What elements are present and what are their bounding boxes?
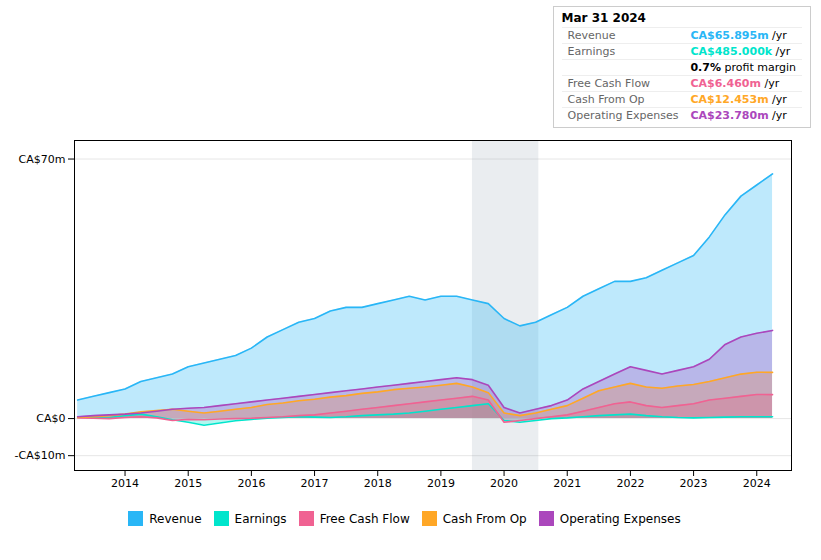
html-text:Free Cash Flow: Free Cash Flow	[319, 511, 410, 526]
html-text:Operating Expenses: Operating Expenses	[567, 109, 679, 122]
html-text:Cash From Op: Cash From Op	[567, 93, 645, 106]
svg-text:2022: 2022	[616, 477, 644, 490]
svg-text:2024: 2024	[743, 477, 771, 490]
svg-text:2019: 2019	[427, 477, 455, 490]
svg-text:2021: 2021	[553, 477, 581, 490]
svg-text:2018: 2018	[364, 477, 392, 490]
html-text:0.7% profit margin: 0.7% profit margin	[690, 61, 796, 74]
svg-text:CA$70m: CA$70m	[19, 153, 66, 166]
svg-text:CA$0: CA$0	[36, 412, 65, 425]
html-text:Operating Expenses: Operating Expenses	[559, 511, 681, 526]
svg-text:2015: 2015	[174, 477, 202, 490]
html-text:Free Cash Flow: Free Cash Flow	[567, 77, 651, 90]
html-text:Revenue: Revenue	[567, 29, 616, 42]
svg-text:2017: 2017	[301, 477, 329, 490]
svg-text:2020: 2020	[490, 477, 518, 490]
svg-text:2014: 2014	[111, 477, 139, 490]
html-text:CA$485.000k /yr: CA$485.000k /yr	[690, 45, 791, 58]
html-text:CA$12.453m /yr: CA$12.453m /yr	[690, 93, 787, 106]
html-text:CA$6.460m /yr: CA$6.460m /yr	[690, 77, 780, 90]
html-text:Earnings: Earnings	[567, 45, 616, 58]
svg-text:2023: 2023	[680, 477, 708, 490]
html-text:Revenue: Revenue	[149, 511, 202, 526]
svg-text:2016: 2016	[237, 477, 265, 490]
html-text:CA$65.895m /yr: CA$65.895m /yr	[690, 29, 787, 42]
html-text:Earnings: Earnings	[234, 511, 287, 526]
html-text:Cash From Op: Cash From Op	[442, 511, 527, 526]
svg-text:-CA$10m: -CA$10m	[15, 449, 66, 462]
html-text:CA$23.780m /yr: CA$23.780m /yr	[690, 109, 787, 122]
html-text:Mar 31 2024: Mar 31 2024	[561, 11, 646, 25]
